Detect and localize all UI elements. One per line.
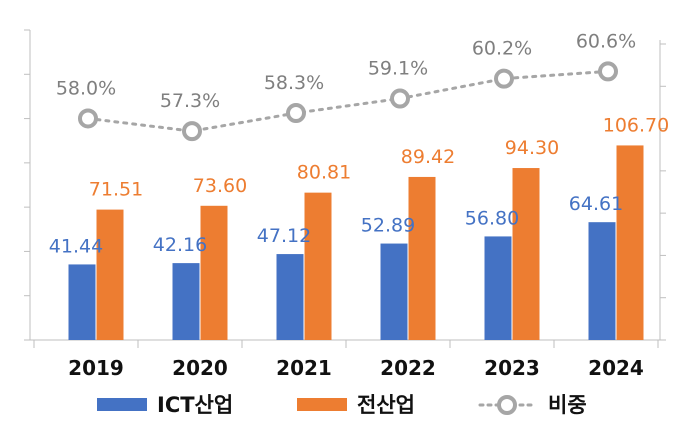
x-tick-label-2019: 2019 [68, 356, 124, 380]
x-tick-label-2023: 2023 [484, 356, 540, 380]
bar-ict-2021 [276, 254, 304, 340]
label-ict-2024: 64.61 [569, 193, 623, 215]
bars [68, 145, 644, 340]
label-all-2019: 71.51 [89, 179, 143, 201]
label-ict-2020: 42.16 [153, 234, 207, 256]
label-all-2020: 73.60 [193, 175, 247, 197]
label-ict-2023: 56.80 [465, 207, 519, 229]
x-tick-labels: 2019 2020 2021 2022 2023 2024 [68, 356, 644, 380]
label-all-2021: 80.81 [297, 162, 351, 184]
bar-ict-2019 [68, 264, 96, 340]
ratio-label-2019: 58.0% [56, 77, 116, 99]
ratio-label-2024: 60.6% [576, 30, 636, 52]
label-ict-2019: 41.44 [49, 235, 103, 257]
bar-ict-2024 [588, 222, 616, 340]
bar-all-2022 [408, 176, 436, 340]
bar-all-2020 [200, 205, 228, 340]
ratio-label-2023: 60.2% [472, 38, 532, 60]
legend-swatch-all [297, 398, 347, 411]
bar-all-2023 [512, 168, 540, 340]
x-tick-label-2022: 2022 [380, 356, 436, 380]
label-all-2022: 89.42 [401, 146, 455, 168]
ratio-marker-2019 [78, 108, 98, 129]
legend-swatch-ict [97, 398, 147, 411]
label-ict-2022: 52.89 [361, 215, 415, 237]
x-tick-label-2020: 2020 [172, 356, 228, 380]
legend-swatch-ratio-marker [497, 395, 517, 415]
bar-ict-2022 [380, 243, 408, 340]
ratio-marker-2024 [598, 61, 618, 82]
bar-all-2024 [616, 145, 644, 340]
bar-ict-2020 [172, 263, 200, 340]
data-labels: 41.44 71.51 42.16 73.60 47.12 80.81 52.89 89.42… [49, 30, 669, 257]
bar-all-2021 [304, 192, 332, 340]
bar-all-2019 [96, 209, 124, 340]
label-ict-2021: 47.12 [257, 225, 311, 247]
ratio-marker-2022 [390, 88, 410, 109]
label-all-2024: 106.70 [603, 114, 669, 136]
legend: ICT산업 전산업 비중 [97, 393, 587, 417]
ratio-line [78, 61, 618, 142]
x-tick-label-2021: 2021 [276, 356, 332, 380]
ratio-marker-2020 [182, 121, 202, 142]
ratio-marker-2023 [494, 68, 514, 89]
legend-label-all: 전산업 [357, 393, 415, 417]
ratio-label-2020: 57.3% [160, 90, 220, 112]
ratio-line-path [86, 69, 610, 133]
legend-label-ratio: 비중 [548, 393, 587, 417]
bar-ict-2023 [484, 236, 512, 340]
ratio-label-2021: 58.3% [264, 72, 324, 94]
label-all-2023: 94.30 [505, 137, 559, 159]
ratio-marker-2021 [286, 103, 306, 124]
axes [24, 29, 666, 348]
ratio-label-2022: 59.1% [368, 58, 428, 80]
x-tick-label-2024: 2024 [588, 356, 644, 380]
legend-label-ict: ICT산업 [157, 393, 233, 417]
